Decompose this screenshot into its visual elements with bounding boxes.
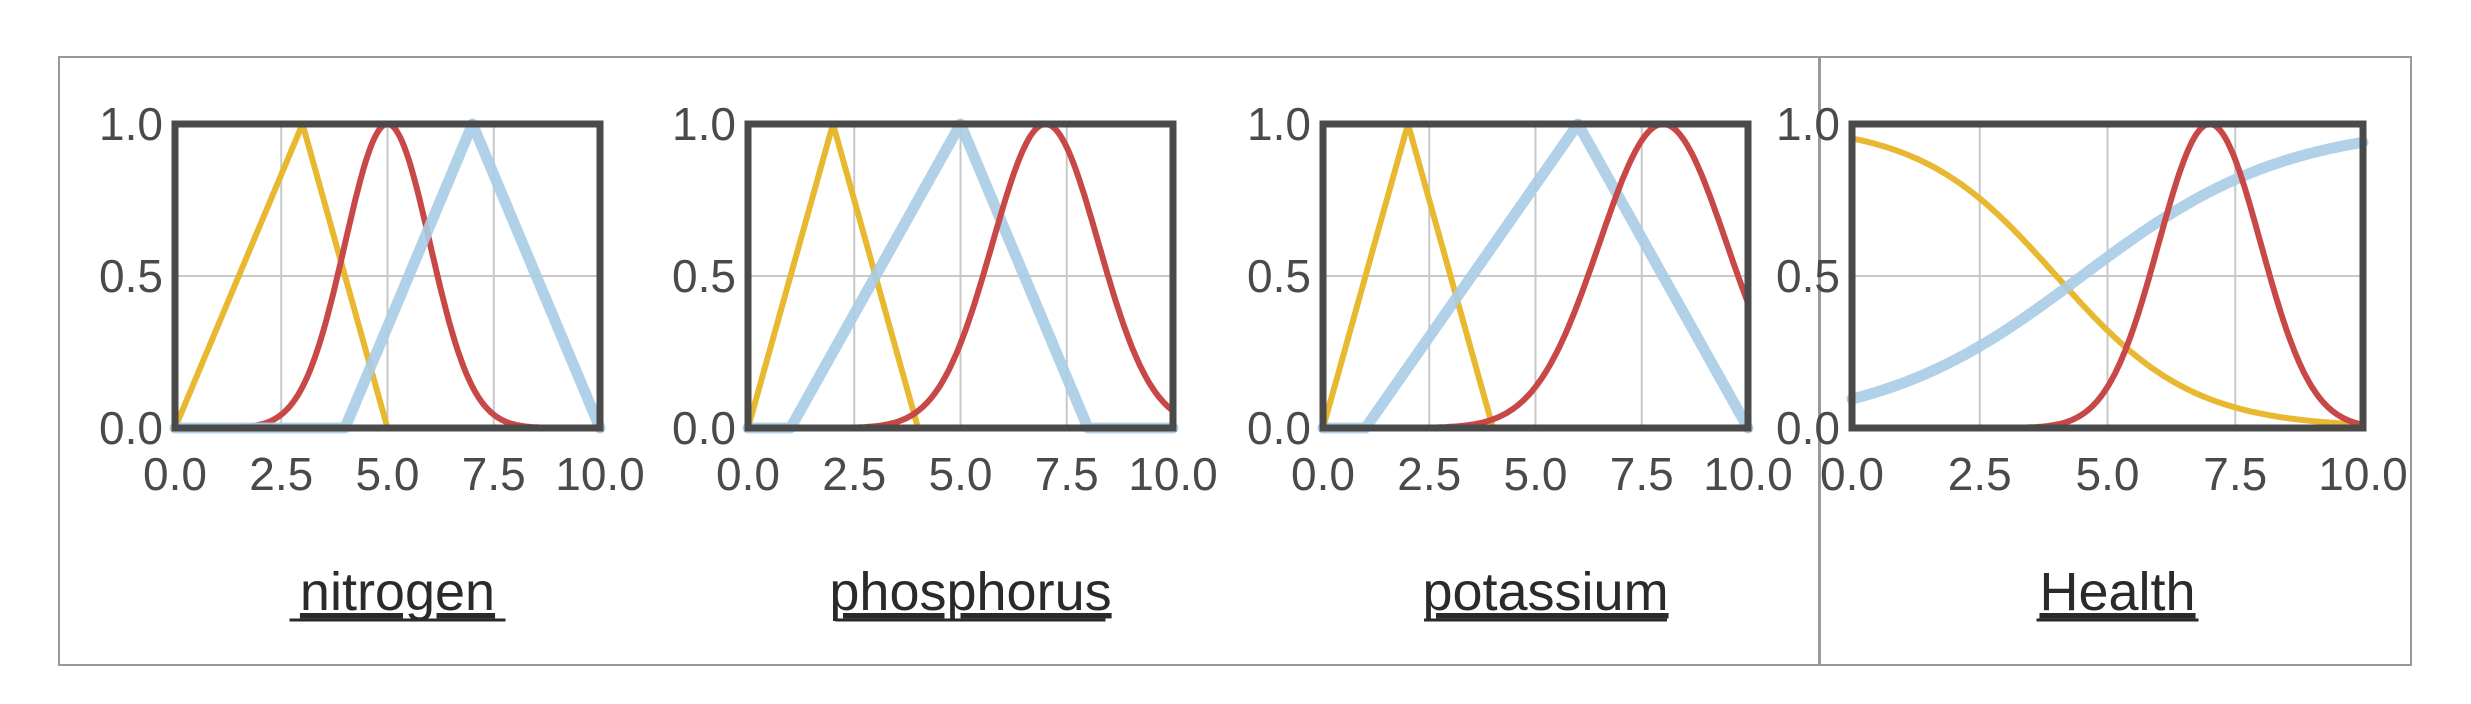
y-tick-label: 0.5 bbox=[99, 250, 163, 302]
y-tick-label: 0.0 bbox=[1247, 402, 1311, 454]
x-tick-label: 7.5 bbox=[2203, 448, 2267, 500]
inputs-panel-frame bbox=[58, 56, 1820, 666]
series-line-blue bbox=[1846, 136, 2369, 405]
x-tick-label: 5.0 bbox=[929, 448, 993, 500]
x-tick-label: 7.5 bbox=[1610, 448, 1674, 500]
y-tick-label: 0.5 bbox=[1776, 250, 1840, 302]
chart-nitrogen: 0.0 0.5 1.0 0.0 2.5 5.0 7.5 10.0 nitrogen bbox=[99, 98, 645, 622]
x-tick-label: 7.5 bbox=[1035, 448, 1099, 500]
x-tick-label: 10.0 bbox=[1703, 448, 1793, 500]
y-tick-label: 1.0 bbox=[1247, 98, 1311, 150]
x-tick-label: 2.5 bbox=[1948, 448, 2012, 500]
x-tick-label: 5.0 bbox=[1504, 448, 1568, 500]
x-tick-label: 10.0 bbox=[2318, 448, 2408, 500]
y-tick-label: 1.0 bbox=[99, 98, 163, 150]
chart-health: 0.0 0.5 1.0 0.0 2.5 5.0 7.5 10.0 Health bbox=[1776, 98, 2408, 622]
x-tick-label: 0.0 bbox=[716, 448, 780, 500]
plot-border bbox=[171, 120, 604, 432]
variable-label: potassium bbox=[1422, 562, 1668, 622]
x-tick-label: 10.0 bbox=[555, 448, 645, 500]
chart-phosphorus: 0.0 0.5 1.0 0.0 2.5 5.0 7.5 10.0 phosphorus bbox=[672, 98, 1218, 622]
y-tick-label: 1.0 bbox=[672, 98, 736, 150]
chart-potassium: 0.0 0.5 1.0 0.0 2.5 5.0 7.5 10.0 potassium bbox=[1247, 98, 1793, 622]
variable-label: phosphorus bbox=[829, 562, 1111, 622]
y-tick-label: 0.0 bbox=[1776, 402, 1840, 454]
x-tick-label: 7.5 bbox=[462, 448, 526, 500]
y-tick-label: 0.5 bbox=[672, 250, 736, 302]
y-tick-label: 1.0 bbox=[1776, 98, 1840, 150]
plot-border bbox=[1848, 120, 2367, 432]
x-tick-label: 5.0 bbox=[356, 448, 420, 500]
y-tick-label: 0.0 bbox=[99, 402, 163, 454]
plot-border bbox=[744, 120, 1177, 432]
x-tick-label: 5.0 bbox=[2076, 448, 2140, 500]
output-panel-frame bbox=[1820, 56, 2412, 666]
series-line-yellow bbox=[1849, 135, 2366, 428]
y-tick-label: 0.0 bbox=[672, 402, 736, 454]
x-tick-label: 0.0 bbox=[1291, 448, 1355, 500]
y-tick-label: 0.5 bbox=[1247, 250, 1311, 302]
x-tick-label: 10.0 bbox=[1128, 448, 1218, 500]
x-tick-label: 0.0 bbox=[1820, 448, 1884, 500]
x-tick-label: 2.5 bbox=[249, 448, 313, 500]
variable-label: Health bbox=[2039, 562, 2195, 622]
plot-border bbox=[1319, 120, 1752, 432]
x-tick-label: 0.0 bbox=[143, 448, 207, 500]
variable-label: nitrogen bbox=[300, 562, 495, 622]
x-tick-label: 2.5 bbox=[1397, 448, 1461, 500]
x-tick-label: 2.5 bbox=[822, 448, 886, 500]
